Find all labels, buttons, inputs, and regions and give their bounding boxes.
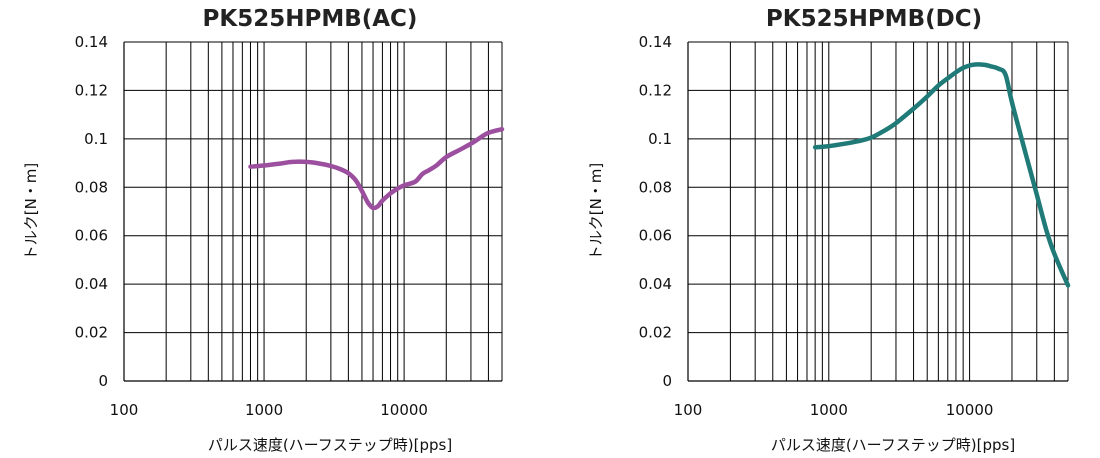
y-tick-label: 0 bbox=[662, 372, 672, 390]
y-tick-label: 0.12 bbox=[639, 81, 672, 99]
x-axis-label: パルス速度(ハーフステップ時)[pps] bbox=[208, 436, 452, 454]
x-tick-label: 1000 bbox=[810, 401, 848, 419]
y-tick-label: 0.06 bbox=[639, 227, 672, 245]
series-line bbox=[248, 126, 505, 211]
x-tick-label: 100 bbox=[110, 401, 139, 419]
y-axis-label: トルク[N・m] bbox=[22, 163, 40, 261]
y-tick-label: 0 bbox=[98, 372, 108, 390]
x-axis-label: パルス速度(ハーフステップ時)[pps] bbox=[771, 436, 1015, 454]
y-tick-label: 0.04 bbox=[75, 275, 108, 293]
chart-dc: 0 0.02 0.04 0.06 0.08 0.1 0.12 0.14 100 1000 10000… bbox=[587, 6, 1071, 454]
y-tick-label: 0.08 bbox=[75, 178, 108, 196]
chart-title: PK525HPMB(AC) bbox=[203, 6, 418, 32]
chart-title: PK525HPMB(DC) bbox=[766, 6, 982, 32]
chart-ac: 0 0.02 0.04 0.06 0.08 0.1 0.12 0.14 100 1000 10000… bbox=[22, 6, 505, 454]
y-tick-label: 0.14 bbox=[639, 33, 672, 51]
y-tick-label: 0.1 bbox=[648, 130, 672, 148]
y-tick-label: 0.06 bbox=[75, 227, 108, 245]
y-tick-label: 0.14 bbox=[75, 33, 108, 51]
y-tick-label: 0.08 bbox=[639, 178, 672, 196]
x-tick-label: 1000 bbox=[245, 401, 283, 419]
x-tick-label: 100 bbox=[674, 401, 703, 419]
y-axis-label: トルク[N・m] bbox=[587, 163, 605, 261]
x-tick-label: 10000 bbox=[946, 401, 994, 419]
y-tick-label: 0.02 bbox=[75, 324, 108, 342]
x-tick-label: 10000 bbox=[380, 401, 428, 419]
series-line bbox=[812, 62, 1071, 288]
y-tick-label: 0.1 bbox=[84, 130, 108, 148]
y-tick-label: 0.04 bbox=[639, 275, 672, 293]
y-tick-label: 0.02 bbox=[639, 324, 672, 342]
y-tick-label: 0.12 bbox=[75, 81, 108, 99]
